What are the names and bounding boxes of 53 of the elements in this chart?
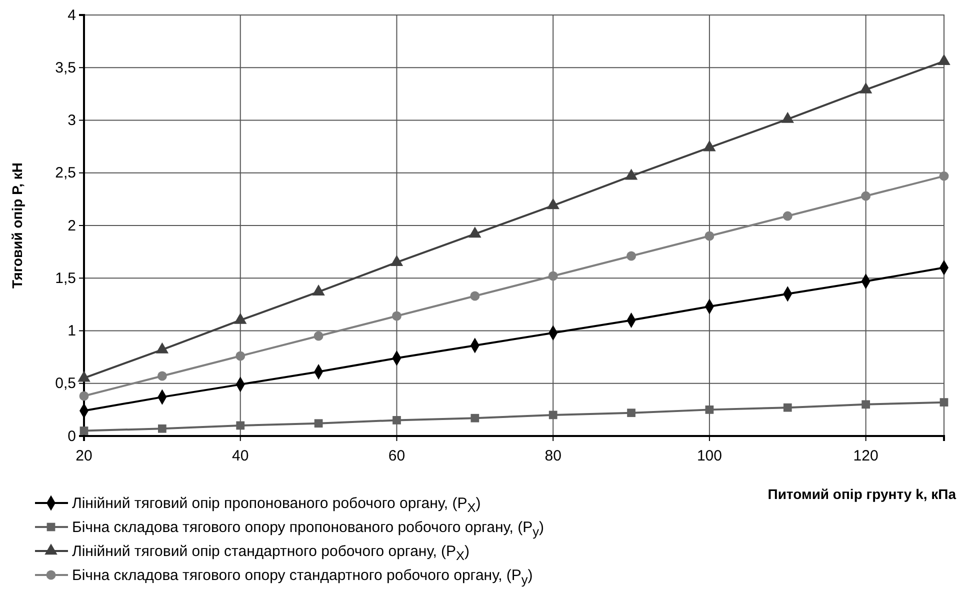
point bbox=[470, 291, 480, 301]
y-tick-label: 2,5 bbox=[55, 164, 76, 182]
point bbox=[704, 231, 714, 241]
x-tick-label: 20 bbox=[76, 448, 92, 464]
point bbox=[548, 271, 558, 281]
point bbox=[157, 371, 167, 381]
legend-label: Лінійний тяговий опір пропонованого робочого органу, (P$_{X}$) bbox=[72, 495, 481, 515]
point bbox=[862, 400, 870, 409]
y-tick-label: 0,5 bbox=[55, 375, 76, 392]
point bbox=[703, 140, 716, 152]
point bbox=[390, 254, 404, 266]
point bbox=[392, 416, 401, 424]
point bbox=[939, 171, 949, 181]
point bbox=[782, 211, 792, 221]
y-tick-label: 4 bbox=[68, 6, 76, 24]
legend-label: Лінійний тяговий опір стандартного робочого органу, (P$_{X}$) bbox=[72, 543, 470, 563]
point bbox=[80, 426, 88, 435]
x-tick-label: 100 bbox=[696, 448, 722, 464]
point bbox=[236, 421, 245, 430]
point bbox=[627, 408, 636, 418]
point bbox=[861, 191, 871, 201]
point bbox=[781, 112, 794, 123]
point bbox=[468, 226, 482, 238]
point bbox=[783, 403, 792, 412]
point bbox=[158, 424, 166, 433]
point bbox=[314, 419, 323, 428]
x-tick-label: 40 bbox=[232, 448, 249, 464]
point bbox=[79, 391, 89, 401]
point bbox=[314, 331, 324, 341]
point bbox=[546, 198, 560, 210]
point bbox=[938, 54, 950, 65]
point bbox=[470, 414, 480, 422]
legend-label: Бічна складова тягового опору стандартного робочого органу, (P$_{y}$) bbox=[72, 567, 533, 587]
x-tick-label: 80 bbox=[544, 448, 562, 464]
point bbox=[236, 351, 246, 361]
point bbox=[548, 410, 558, 420]
point bbox=[392, 311, 402, 321]
y-axis-title: Тяговий опір P, кН bbox=[9, 162, 25, 289]
legend-label: Бічна складова тягового опору пропонованого робочого органу, (P$_{y}$) bbox=[72, 519, 544, 539]
y-tick-label: 3,5 bbox=[55, 59, 76, 76]
point bbox=[859, 82, 872, 94]
y-tick-label: 0 bbox=[68, 428, 76, 445]
y-tick-label: 1 bbox=[68, 322, 76, 340]
point bbox=[624, 168, 638, 180]
x-tick-label: 120 bbox=[853, 448, 878, 464]
x-axis-title: Питомий опір грунту k, кПа bbox=[768, 486, 956, 502]
point bbox=[705, 406, 714, 414]
point bbox=[940, 398, 948, 407]
x-tick-label: 60 bbox=[388, 448, 406, 464]
y-tick-label: 1,5 bbox=[55, 270, 76, 287]
y-tick-label: 2 bbox=[68, 217, 76, 234]
y-tick-label: 3 bbox=[68, 112, 76, 130]
point bbox=[626, 251, 636, 261]
